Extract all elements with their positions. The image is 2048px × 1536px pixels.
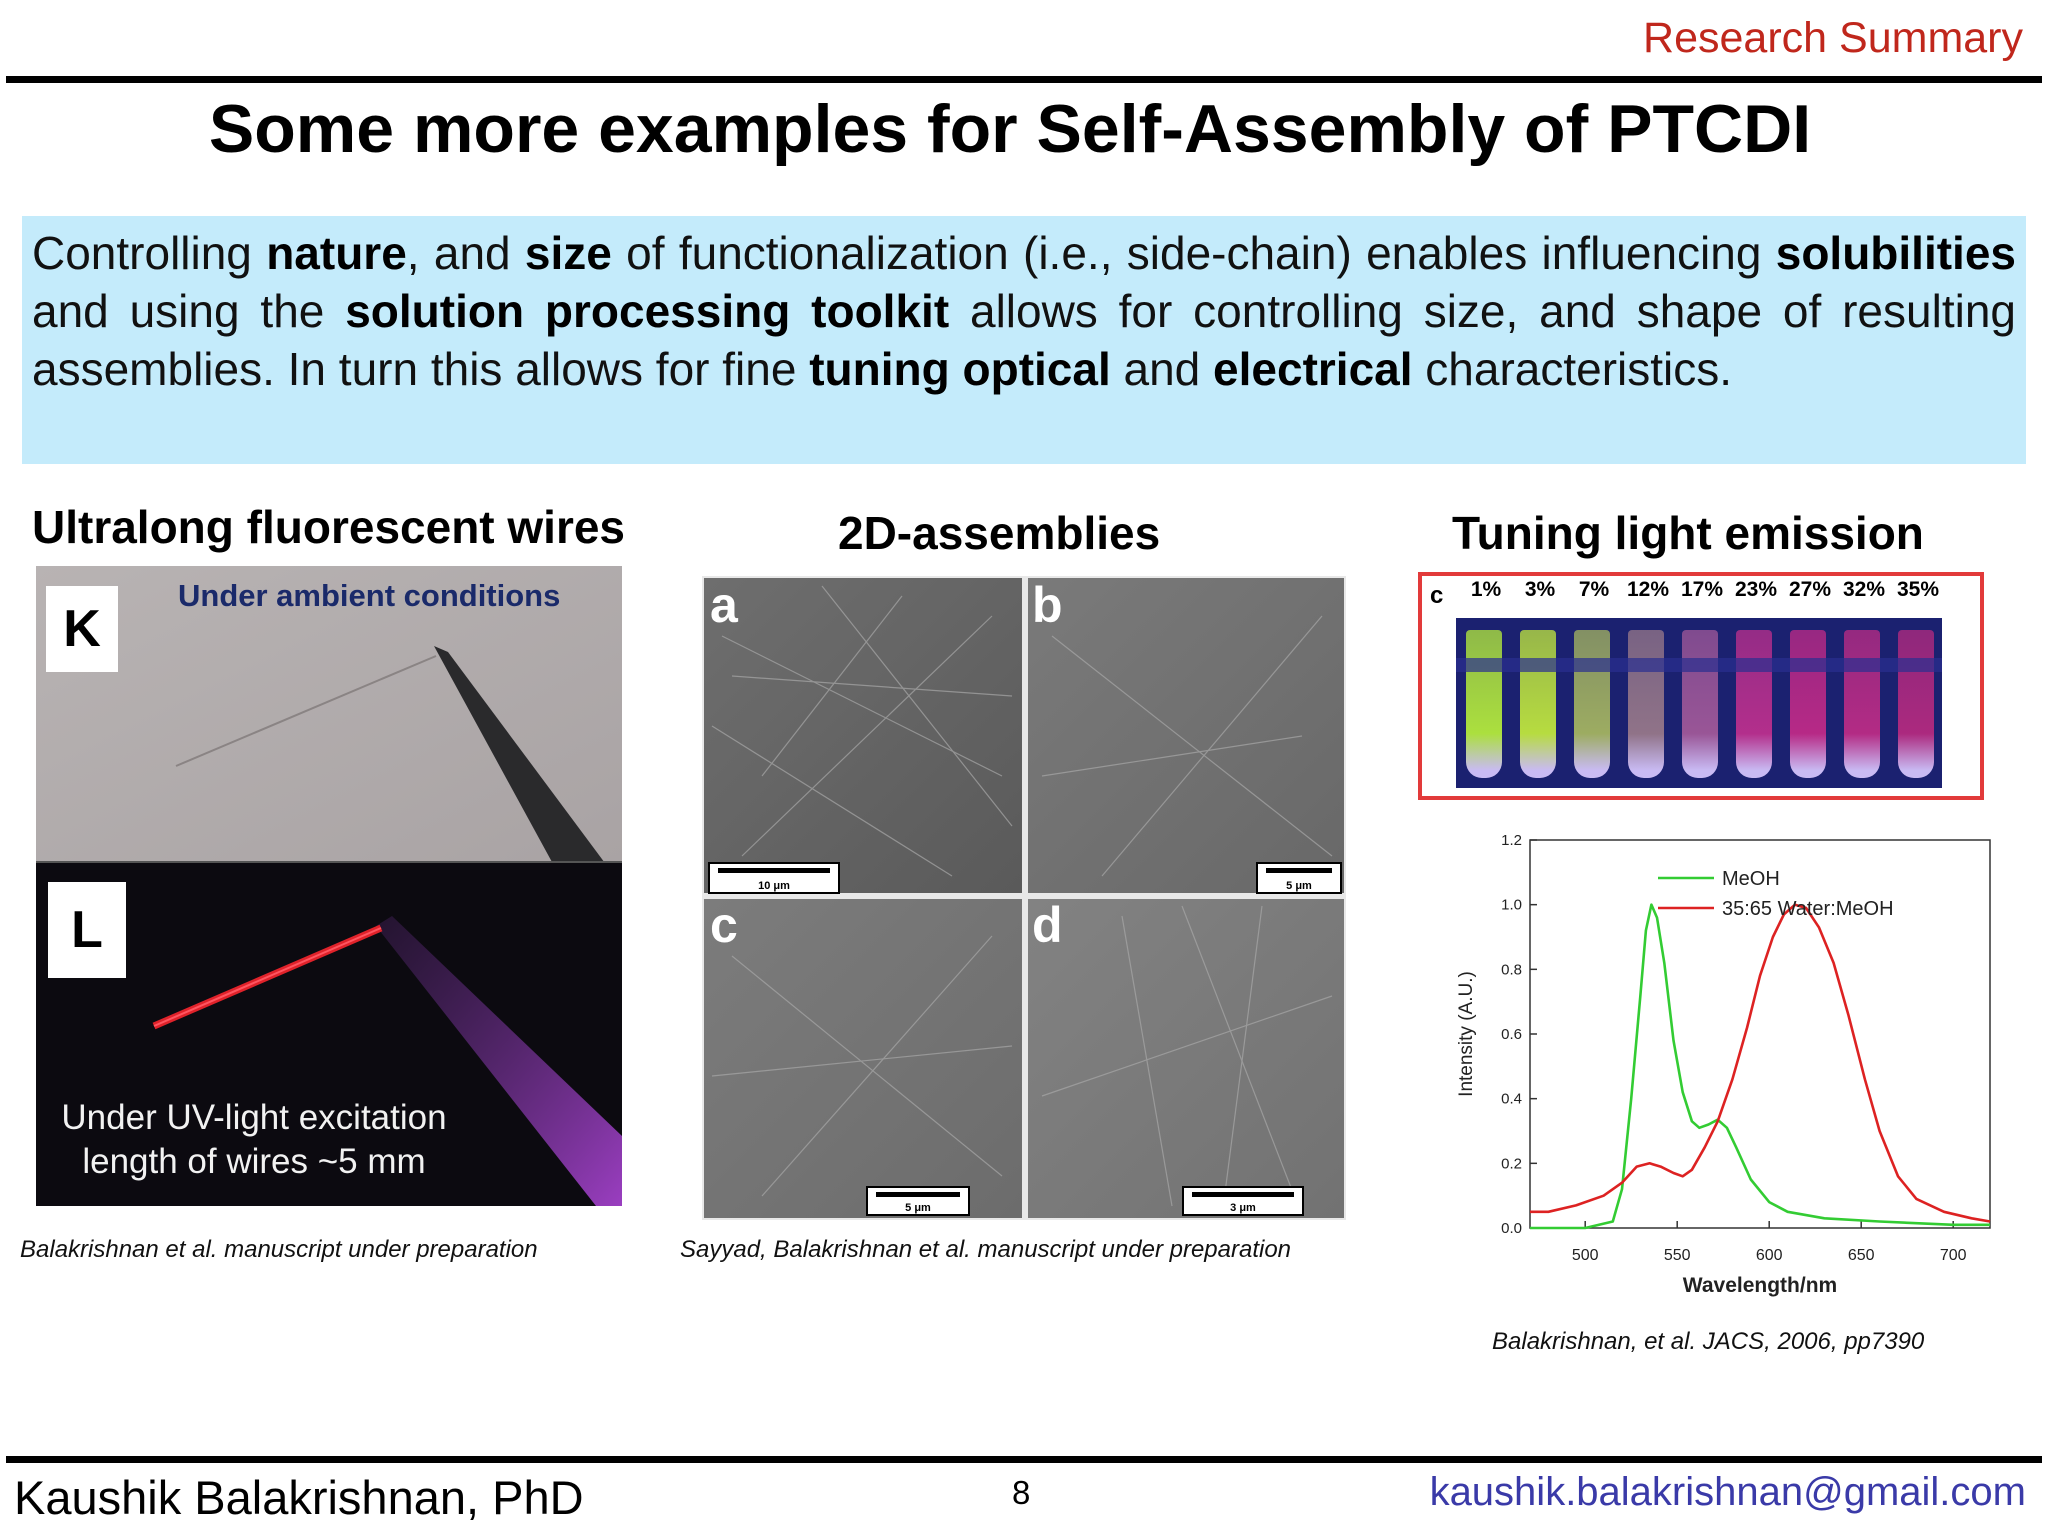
vial-6 — [1736, 630, 1772, 778]
vial-percentage-5: 17% — [1680, 578, 1724, 601]
bottom-divider — [6, 1456, 2042, 1463]
uv-caption-line-1: Under UV-light excitation — [61, 1098, 447, 1137]
vial-percentage-9: 35% — [1896, 578, 1940, 601]
vial-percentage-7: 27% — [1788, 578, 1832, 601]
vial-percentage-8: 32% — [1842, 578, 1886, 601]
footer-email: kaushik.balakrishnan@gmail.com — [1429, 1470, 2026, 1514]
vial-percentage-1: 1% — [1470, 578, 1502, 601]
slide-title: Some more examples for Self-Assembly of … — [208, 91, 1812, 167]
y-tick-label: 1.0 — [1501, 897, 1522, 914]
y-tick-label: 0.6 — [1501, 1026, 1522, 1043]
y-tick-label: 0.8 — [1501, 961, 1522, 978]
x-tick-label: 500 — [1572, 1247, 1599, 1264]
x-tick-label: 700 — [1940, 1247, 1967, 1264]
y-tick-label: 0.0 — [1501, 1220, 1522, 1237]
vial-8 — [1844, 630, 1880, 778]
page-number: 8 — [1012, 1474, 1031, 1511]
assemblies-heading: 2D-assemblies — [838, 507, 1161, 559]
wires-citation: Balakrishnan et al. manuscript under pre… — [20, 1236, 538, 1263]
vial-percentages: 1% 3% 7% 12% 17% 23% 27% 32% 35% — [1458, 578, 1958, 608]
assemblies-citation: Sayyad, Balakrishnan et al. manuscript u… — [680, 1236, 1292, 1263]
vial-1 — [1466, 630, 1502, 778]
vial-panel: c 1% 3% 7% 12% 17% 23% 27% 32% 35% — [1418, 572, 1984, 800]
vial-4 — [1628, 630, 1664, 778]
vial-7 — [1790, 630, 1826, 778]
sem-label-b: b — [1032, 577, 1063, 633]
sem-label-c: c — [710, 897, 738, 953]
vial-percentage-4: 12% — [1626, 578, 1670, 601]
legend-label-2: 35:65 Water:MeOH — [1722, 898, 1894, 920]
emission-heading: Tuning light emission — [1452, 507, 1924, 559]
series-line-1 — [1530, 903, 1990, 1230]
vial-rack — [1456, 618, 1942, 788]
scalebar-b: 5 μm — [1256, 862, 1342, 894]
sem-label-a: a — [710, 577, 738, 633]
vial-3 — [1574, 630, 1610, 778]
sem-label-d: d — [1032, 897, 1063, 953]
top-divider — [6, 76, 2042, 83]
x-tick-label: 550 — [1664, 1247, 1691, 1264]
vial-5 — [1682, 630, 1718, 778]
vial-panel-label: c — [1430, 582, 1444, 609]
x-tick-label: 650 — [1848, 1247, 1875, 1264]
uv-caption: Under UV-light excitation length of wire… — [36, 1096, 472, 1184]
sem-grid: a b c d 10 μm 5 μm 5 μm 3 μm — [702, 576, 1346, 1220]
x-tick-label: 600 — [1756, 1247, 1783, 1264]
legend-label-1: MeOH — [1722, 868, 1780, 890]
scalebar-a: 10 μm — [708, 862, 840, 894]
vial-2 — [1520, 630, 1556, 778]
panel-label-l: L — [48, 882, 126, 978]
x-axis-label: Wavelength/nm — [1683, 1274, 1837, 1297]
y-tick-label: 0.2 — [1501, 1155, 1522, 1172]
panel-label-k: K — [46, 586, 118, 672]
wires-photo-graphic — [36, 566, 622, 1206]
emission-chart-svg: 500 550 600 650 700 0.0 0.2 0.4 0.6 0.8 1.0 1.2 MeO… — [1456, 832, 1991, 1297]
scalebar-c: 5 μm — [866, 1186, 970, 1216]
y-tick-label: 1.2 — [1501, 832, 1522, 849]
header-label: Research Summary — [1643, 14, 2023, 62]
y-axis-label: Intensity (A.U.) — [1456, 971, 1477, 1097]
rack-bar — [1456, 658, 1942, 672]
vial-percentage-2: 3% — [1524, 578, 1556, 601]
scalebar-d: 3 μm — [1182, 1186, 1304, 1216]
wires-heading: Ultralong fluorescent wires — [32, 501, 626, 553]
vial-9 — [1898, 630, 1934, 778]
emission-chart: 500 550 600 650 700 0.0 0.2 0.4 0.6 0.8 1.0 1.2 MeO… — [1420, 820, 2010, 1300]
ambient-caption: Under ambient conditions — [178, 578, 561, 613]
vial-percentage-6: 23% — [1734, 578, 1778, 601]
summary-box: Controlling nature, and size of function… — [22, 216, 2026, 464]
series-line-2 — [1530, 903, 1991, 1223]
footer-author: Kaushik Balakrishnan, PhD — [14, 1471, 584, 1524]
vial-percentage-3: 7% — [1578, 578, 1610, 601]
emission-citation: Balakrishnan, et al. JACS, 2006, pp7390 — [1492, 1328, 1925, 1355]
uv-caption-line-2: length of wires ~5 mm — [82, 1142, 426, 1181]
wires-photo: K L Under ambient conditions Under UV-li… — [36, 566, 622, 1206]
y-tick-label: 0.4 — [1501, 1091, 1522, 1108]
summary-text: Controlling nature, and size of function… — [32, 227, 2016, 395]
sem-grid-graphic — [704, 578, 1344, 1218]
